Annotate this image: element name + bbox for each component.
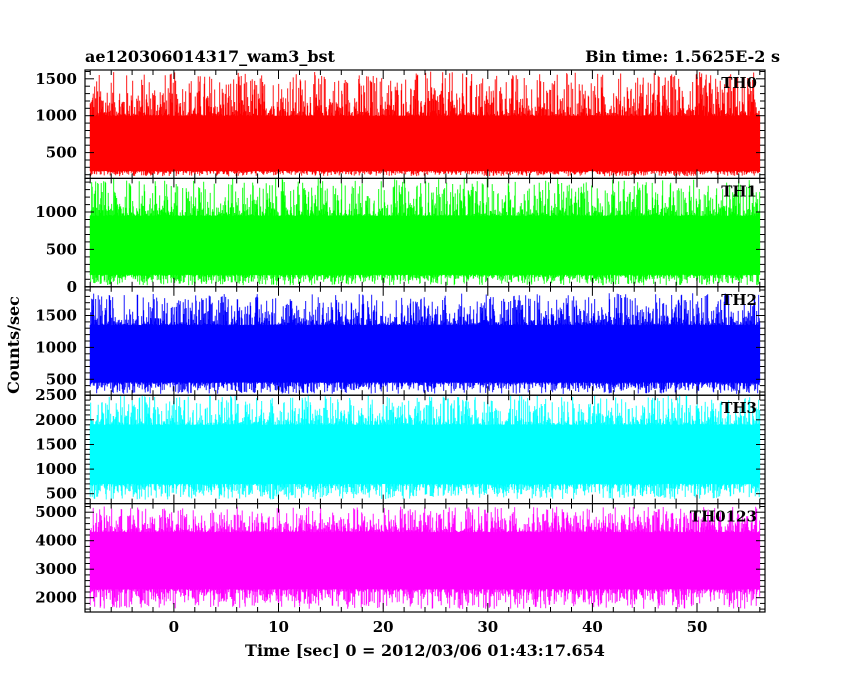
y-tick-label: 1500 [35,436,77,454]
y-tick-label: 4000 [35,532,77,550]
panel-th0: 500 1000 1500 TH0 [35,69,766,180]
y-tick-label: 1500 [35,307,77,325]
x-tick-label: 30 [477,618,498,636]
panel-th0123: 2000 3000 4000 5000 0 10 20 30 40 50 TH0123 [35,503,766,636]
series-line-th3 [89,395,761,500]
y-tick-label: 1000 [35,338,77,356]
y-tick-label: 1500 [35,70,77,88]
y-tick-label: 500 [46,144,77,162]
series-line-th0 [89,71,761,177]
panel-th3: 500 1000 1500 2000 2500 TH3 [35,386,766,505]
y-tick-label: 500 [46,370,77,388]
series-label-th2: TH2 [721,291,757,309]
series-line-th1 [89,178,761,286]
series-label-th1: TH1 [721,182,757,200]
x-tick-label: 20 [373,618,394,636]
x-tick-label: 0 [169,618,179,636]
y-tick-label: 5000 [35,503,77,521]
chart-title: ae120306014317_wam3_bst [85,47,336,66]
series-label-th3: TH3 [721,399,757,417]
y-tick-label: 500 [46,240,77,258]
panel-th1: 0 500 1000 TH1 [35,177,766,296]
y-tick-label: 2000 [35,411,77,429]
series-line-th2 [89,293,761,394]
y-tick-label: 2500 [35,386,77,404]
x-axis-label: Time [sec] 0 = 2012/03/06 01:43:17.654 [245,641,605,660]
series-line-th0123 [89,506,761,610]
y-tick-label: 1000 [35,203,77,221]
panel-th2: 500 1000 1500 TH2 [35,286,766,396]
x-tick-label: 10 [268,618,289,636]
series-label-th0: TH0 [721,74,757,92]
y-tick-label: 500 [46,485,77,503]
y-tick-label: 2000 [35,589,77,607]
x-tick-label: 50 [687,618,708,636]
y-axis-label: Counts/sec [4,296,23,394]
bin-time-label: Bin time: 1.5625E-2 s [585,47,780,66]
y-tick-label: 1000 [35,107,77,125]
x-tick-label: 40 [582,618,603,636]
y-tick-label: 1000 [35,460,77,478]
y-tick-label: 3000 [35,560,77,578]
series-label-th0123: TH0123 [690,508,757,526]
y-tick-label: 0 [67,278,77,296]
